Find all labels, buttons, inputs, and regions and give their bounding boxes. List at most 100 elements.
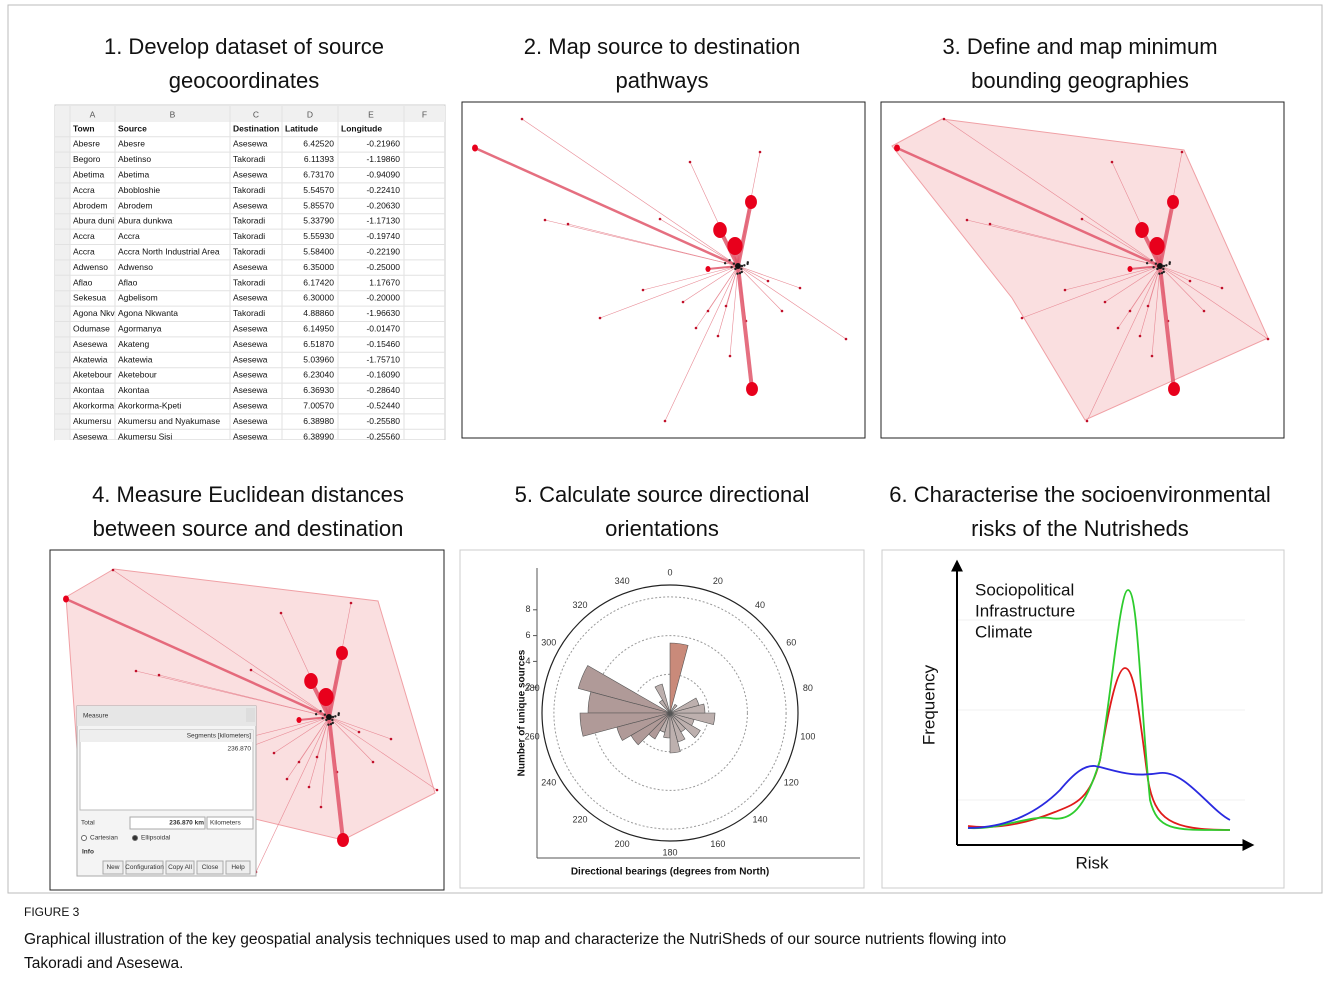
segment-header-text: Segments [kilometers] <box>187 733 251 740</box>
info-toggle[interactable]: Info <box>82 849 94 856</box>
source-point <box>717 335 720 338</box>
source-point <box>725 305 728 308</box>
table-cell: -0.25560 <box>366 431 400 441</box>
source-point <box>799 287 802 290</box>
cluster-point <box>327 724 329 726</box>
segment-value: 236.870 <box>228 746 252 753</box>
source-point <box>705 266 710 272</box>
source-point <box>1151 355 1154 358</box>
table-cell: Akontaa <box>118 385 149 395</box>
table-cell: Abrodem <box>73 200 108 210</box>
source-point <box>727 237 742 255</box>
source-point <box>689 161 692 164</box>
source-point <box>296 717 301 723</box>
source-point <box>659 218 662 221</box>
source-point <box>781 310 784 313</box>
angle-label: 340 <box>615 576 630 586</box>
angle-label: 200 <box>615 839 630 849</box>
button-label[interactable]: Copy All <box>168 864 192 871</box>
cluster-point <box>1152 266 1154 268</box>
radio[interactable] <box>82 836 87 841</box>
table-cell: Abura duni <box>73 216 114 226</box>
panel-title: 4. Measure Euclidean distances <box>92 482 404 507</box>
table-cell: -0.20000 <box>366 293 400 303</box>
source-point <box>304 673 318 689</box>
source-point <box>1104 301 1107 304</box>
source-point <box>1139 335 1142 338</box>
map-panel <box>462 102 865 438</box>
source-point <box>1147 305 1150 308</box>
table-cell: Asesewa <box>233 169 268 179</box>
table-cell: Asesewa <box>233 339 268 349</box>
radio-label: Ellipsoidal <box>141 835 171 842</box>
table-cell: Asesewa <box>233 293 268 303</box>
x-axis-title: Directional bearings (degrees from North… <box>571 867 769 878</box>
table-cell: Asesewa <box>233 323 268 333</box>
angle-label: 40 <box>755 600 765 610</box>
source-point <box>63 596 69 603</box>
table-cell: 1.17670 <box>369 277 400 287</box>
panel-title: orientations <box>605 516 719 541</box>
button-label[interactable]: Help <box>231 864 245 871</box>
table-cell: -0.01470 <box>366 323 400 333</box>
table-cell: Adwenso <box>118 262 153 272</box>
button-label[interactable]: New <box>106 864 119 871</box>
table-cell: Accra North Industrial Area <box>118 246 220 256</box>
cluster-point <box>1155 263 1157 265</box>
source-point <box>1021 317 1024 320</box>
table-cell: -1.96630 <box>366 308 400 318</box>
table-cell: Akateng <box>118 339 149 349</box>
table-cell: Takoradi <box>233 277 265 287</box>
row-header-bar <box>55 106 70 440</box>
unit-select: Kilometers <box>210 820 241 827</box>
cluster-point <box>321 717 323 719</box>
panel-title: geocoordinates <box>169 68 319 93</box>
source-point <box>1149 237 1164 255</box>
total-label: Total <box>81 820 95 827</box>
source-point <box>695 327 698 330</box>
risk-panel <box>882 550 1284 888</box>
source-point <box>372 761 375 764</box>
table-cell: -0.28640 <box>366 385 400 395</box>
table-cell: Asesewa <box>233 354 268 364</box>
cluster-point <box>1163 265 1165 267</box>
source-point <box>1203 310 1206 313</box>
cluster-point <box>728 259 730 261</box>
table-cell: Akumersu Sisi <box>118 431 172 441</box>
cluster-point <box>331 719 333 721</box>
source-point <box>1135 222 1149 238</box>
table-header: Longitude <box>341 123 382 133</box>
panel-title: between source and destination <box>93 516 404 541</box>
button-label[interactable]: Configuration <box>125 864 164 871</box>
source-point <box>273 752 276 755</box>
table-cell: Asesewa <box>73 431 108 441</box>
table-cell: Asesewa <box>233 262 268 272</box>
source-point <box>112 569 115 572</box>
source-point <box>250 669 253 672</box>
table-cell: -1.19860 <box>366 154 400 164</box>
table-cell: -0.15460 <box>366 339 400 349</box>
table-cell: Asesewa <box>233 200 268 210</box>
table-cell: -0.19740 <box>366 231 400 241</box>
y-axis-title: Number of unique sources <box>517 649 528 776</box>
y-tick-label: 8 <box>525 604 530 614</box>
source-point <box>298 761 301 764</box>
table-cell: Accra <box>73 185 95 195</box>
source-point <box>158 674 161 677</box>
radio[interactable] <box>133 836 138 841</box>
table-cell: Asesewa <box>233 416 268 426</box>
source-point <box>767 280 770 283</box>
source-point <box>521 118 524 121</box>
table-cell: Abetima <box>73 169 104 179</box>
table-cell: Akatewia <box>118 354 153 364</box>
cluster-point <box>724 262 726 264</box>
button-label[interactable]: Close <box>202 864 219 871</box>
table-cell: Aketebour <box>73 370 112 380</box>
source-point <box>966 219 969 222</box>
y-tick-label: 6 <box>525 630 530 640</box>
table-cell: Takoradi <box>233 154 265 164</box>
source-point <box>943 118 946 121</box>
cluster-point <box>1158 273 1160 275</box>
table-cell: -0.22190 <box>366 246 400 256</box>
table-cell: 5.55930 <box>303 231 334 241</box>
